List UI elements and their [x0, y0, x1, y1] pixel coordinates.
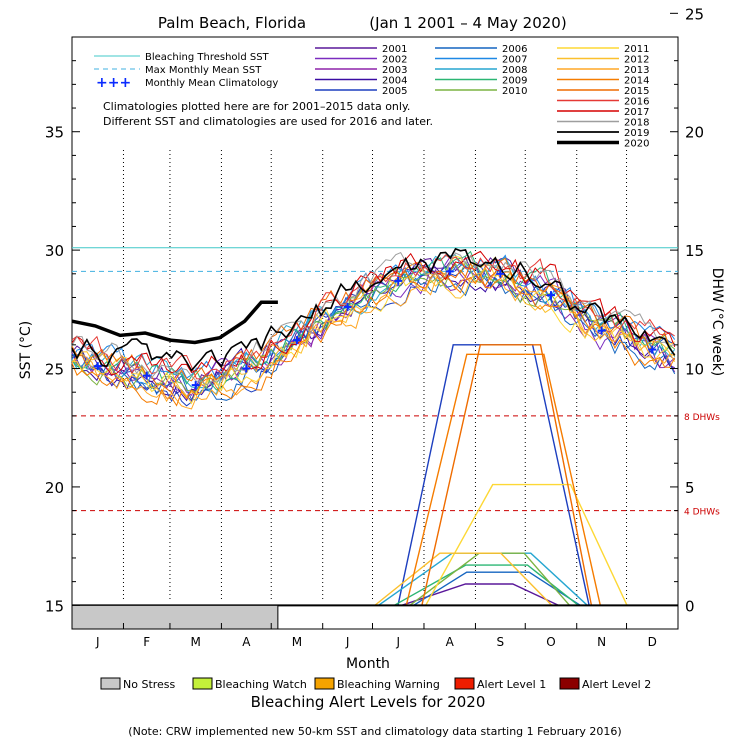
alert-label: Bleaching Watch: [215, 678, 307, 691]
sst-line-2013: [71, 267, 675, 410]
x-tick-label: A: [446, 635, 455, 649]
sst-tick-label: 20: [45, 479, 64, 497]
sst-line-2017: [71, 250, 676, 376]
legend-label-2014: 2014: [624, 76, 649, 87]
legend-label-2008: 2008: [502, 65, 527, 76]
alert-legend: No Stress Bleaching Watch Bleaching Warnin…: [100, 677, 651, 691]
legend-label-2005: 2005: [382, 86, 407, 97]
dhw-line-2014: [405, 353, 601, 606]
sst-line-2019: [71, 247, 676, 372]
x-tick-label: S: [497, 635, 505, 649]
legend-label-2017: 2017: [624, 107, 649, 118]
dhw-line-2015: [421, 344, 593, 606]
sst-line-2011: [72, 255, 675, 405]
dhw-4-label: 4 DHWs: [684, 508, 720, 518]
dhw-tick-label: 25: [685, 5, 704, 23]
dhw-line-2005: [397, 344, 590, 606]
y-axis-left-label: SST (°C): [18, 321, 34, 379]
legend-note-1: Climatologies plotted here are for 2001–…: [103, 100, 410, 113]
alert-swatch: [100, 677, 121, 690]
legend-label-2013: 2013: [624, 65, 649, 76]
legend-label-2019: 2019: [624, 128, 649, 139]
legend-note-2: Different SST and climatologies are used…: [103, 115, 433, 128]
y-axis-right-label: DHW (°C week): [709, 268, 725, 377]
legend-label-2009: 2009: [502, 76, 527, 87]
dhw-tick-label: 20: [685, 124, 704, 142]
dhw-tick-label: 5: [685, 479, 695, 497]
sst-series: [71, 247, 676, 410]
footnote: (Note: CRW implemented new 50-km SST and…: [128, 725, 621, 738]
legend-label-2011: 2011: [624, 44, 649, 55]
legend-label-2006: 2006: [502, 44, 527, 55]
alert-swatch: [454, 677, 475, 690]
legend-label-2010: 2010: [502, 86, 527, 97]
legend-label-2015: 2015: [624, 86, 649, 97]
alert-legend-title: Bleaching Alert Levels for 2020: [251, 693, 486, 711]
status-no-stress: [71, 604, 279, 630]
sst-line-2002: [71, 255, 676, 398]
dhw-8-label: 8 DHWs: [684, 413, 720, 423]
legend-label-2012: 2012: [624, 55, 649, 66]
alert-label: Alert Level 1: [477, 678, 546, 691]
alert-label: Bleaching Warning: [337, 678, 440, 691]
axes: J F M A M J J A S O N D 15 20 25 30 35 0 5 10 15 20 25: [45, 5, 704, 649]
x-tick-label: D: [648, 635, 657, 649]
legend-climatology-marker: +++: [96, 75, 131, 91]
alert-swatch: [192, 677, 213, 690]
alert-swatch: [314, 677, 335, 690]
reference-lines: 8 DHWs 4 DHWs: [72, 247, 720, 518]
alert-label: Alert Level 2: [582, 678, 651, 691]
legend-label-2003: 2003: [382, 65, 407, 76]
sst-tick-label: 35: [45, 124, 64, 142]
sst-tick-label: 15: [45, 597, 64, 615]
x-tick-label: F: [143, 635, 150, 649]
legend-climatology-label: Monthly Mean Climatology: [145, 78, 278, 89]
sst-line-2020: [71, 300, 278, 345]
sst-tick-label: 25: [45, 361, 64, 379]
legend-label-2016: 2016: [624, 97, 649, 108]
x-tick-label: J: [345, 635, 350, 649]
dhw-line-2011: [425, 483, 628, 606]
x-axis-label: Month: [346, 656, 390, 672]
legend-mmm-label: Max Monthly Mean SST: [145, 65, 262, 76]
legend-label-2018: 2018: [624, 118, 649, 129]
alert-swatch: [559, 677, 580, 690]
x-tick-label: O: [546, 635, 555, 649]
x-tick-label: M: [292, 635, 302, 649]
sst-line-2018: [71, 251, 675, 386]
dhw-line-2008: [378, 552, 588, 606]
plot-frame: [71, 36, 679, 630]
alert-status-bar: [71, 604, 279, 630]
dhw-line-2012: [374, 552, 553, 606]
x-tick-label: J: [95, 635, 100, 649]
chart-date-range: (Jan 1 2001 – 4 May 2020): [369, 14, 566, 32]
legend-label-2020: 2020: [624, 139, 649, 150]
x-tick-label: J: [395, 635, 400, 649]
sst-line-2014: [71, 262, 676, 407]
legend-label-2002: 2002: [382, 55, 407, 66]
x-tick-label: A: [242, 635, 251, 649]
legend-label-2001: 2001: [382, 44, 407, 55]
sst-tick-label: 30: [45, 242, 64, 260]
sst-line-2015: [71, 257, 676, 394]
legend-threshold-label: Bleaching Threshold SST: [145, 52, 270, 63]
dhw-line-2001: [401, 583, 559, 606]
dhw-line-2009: [393, 564, 579, 606]
climatology-markers: [93, 267, 657, 390]
alert-label: No Stress: [123, 678, 176, 691]
legend-label-2007: 2007: [502, 55, 527, 66]
legend-label-2004: 2004: [382, 76, 407, 87]
dhw-tick-label: 15: [685, 242, 704, 260]
x-tick-label: M: [191, 635, 201, 649]
x-tick-label: N: [597, 635, 606, 649]
chart-title: Palm Beach, Florida: [158, 14, 306, 32]
legend-references: Bleaching Threshold SST Max Monthly Mean…: [94, 52, 433, 128]
dhw-tick-label: 0: [685, 597, 695, 615]
sst-line-2016: [71, 254, 675, 380]
dhw-tick-label: 10: [685, 361, 704, 379]
